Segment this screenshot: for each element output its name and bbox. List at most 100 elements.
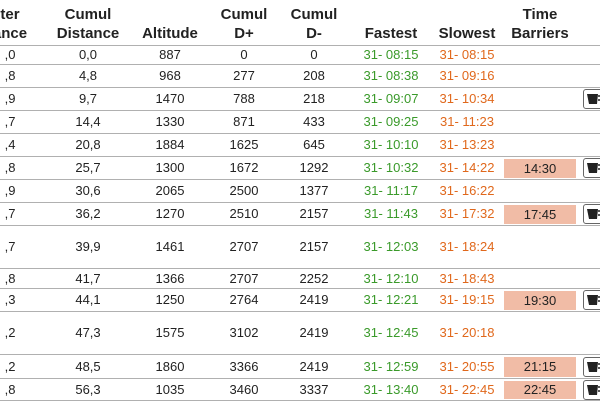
col-cumul-distance-line1: Cumul	[64, 6, 112, 23]
cup-icon[interactable]	[583, 290, 600, 310]
cup-icon[interactable]	[583, 379, 600, 400]
slowest-cell: 31- 17:32	[439, 206, 495, 221]
water-distance-cell: ,8	[4, 160, 16, 175]
cup-icon[interactable]	[583, 89, 600, 109]
cumul-dminus-cell: 645	[303, 137, 325, 152]
cumul-dplus-cell: 3460	[229, 382, 259, 397]
altitude-cell: 968	[159, 68, 181, 83]
cumul-dminus-cell: 2419	[299, 292, 329, 307]
cumul-dminus-cell: 3337	[299, 382, 329, 397]
cumul-distance-cell: 48,5	[75, 359, 101, 374]
slowest-cell: 31- 16:22	[439, 183, 495, 198]
table-row: ,8 25,7 1300 1672 1292 31- 10:32 31- 14:22 14:3…	[0, 157, 600, 180]
cumul-distance-cell: 44,1	[75, 292, 101, 307]
water-distance-cell: ,7	[4, 239, 16, 254]
fastest-cell: 31- 11:17	[364, 183, 418, 198]
col-time-barriers-line2: Barriers	[511, 25, 569, 42]
cumul-dplus-cell: 0	[240, 47, 248, 62]
table-row: ,7 14,4 1330 871 433 31- 09:25 31- 11:23	[0, 111, 600, 134]
cumul-dminus-cell: 2157	[299, 239, 329, 254]
cup-icon[interactable]	[583, 356, 600, 377]
col-cumul-dminus-line2: D-	[306, 25, 322, 42]
header-divider	[0, 45, 600, 46]
cumul-distance-cell: 30,6	[75, 183, 101, 198]
cup-icon[interactable]	[583, 158, 600, 178]
cumul-distance-cell: 56,3	[75, 382, 101, 397]
cumul-dminus-cell: 218	[303, 91, 325, 106]
cumul-dplus-cell: 2764	[229, 292, 259, 307]
altitude-cell: 1035	[155, 382, 185, 397]
slowest-cell: 31- 14:22	[439, 160, 495, 175]
slowest-cell: 31- 10:34	[439, 91, 495, 106]
cumul-dminus-cell: 1377	[299, 183, 329, 198]
fastest-cell: 31- 12:10	[363, 271, 419, 286]
cumul-distance-cell: 39,9	[75, 239, 101, 254]
cumul-distance-cell: 47,3	[75, 325, 101, 340]
cumul-distance-cell: 4,8	[78, 68, 98, 83]
time-barrier-badge: 14:30	[504, 159, 576, 178]
fastest-cell: 31- 12:45	[363, 325, 419, 340]
col-water-distance-line2: ance	[0, 25, 28, 42]
col-time-barriers-line1: Time	[522, 6, 558, 23]
col-cumul-dplus-line2: D+	[234, 25, 254, 42]
altitude-cell: 1461	[155, 239, 185, 254]
table-row: ,7 39,9 1461 2707 2157 31- 12:03 31- 18:24	[0, 226, 600, 269]
cumul-dminus-cell: 2419	[299, 359, 329, 374]
table-row: ,2 48,5 1860 3366 2419 31- 12:59 31- 20:55 21:1…	[0, 355, 600, 379]
cumul-dplus-cell: 788	[233, 91, 255, 106]
col-cumul-distance-line2: Distance	[56, 25, 120, 42]
water-distance-cell: ,8	[4, 271, 16, 286]
water-distance-cell: ,8	[4, 382, 16, 397]
cumul-dplus-cell: 2707	[229, 271, 259, 286]
cumul-dminus-cell: 2252	[299, 271, 329, 286]
cumul-dplus-cell: 2707	[229, 239, 259, 254]
cup-icon[interactable]	[583, 204, 600, 224]
table-row: ,7 36,2 1270 2510 2157 31- 11:43 31- 17:32 17:4…	[0, 203, 600, 226]
slowest-cell: 31- 09:16	[439, 68, 495, 83]
fastest-cell: 31- 10:32	[363, 160, 419, 175]
cumul-dplus-cell: 2500	[229, 183, 259, 198]
fastest-cell: 31- 12:03	[363, 239, 419, 254]
col-slowest-line2: Slowest	[438, 25, 496, 42]
table-row: ,8 56,3 1035 3460 3337 31- 13:40 31- 22:45 22:4…	[0, 379, 600, 401]
water-distance-cell: ,9	[4, 91, 16, 106]
altitude-cell: 1330	[155, 114, 185, 129]
col-cumul-dplus-line1: Cumul	[220, 6, 268, 23]
col-cumul-dminus-line1: Cumul	[290, 6, 338, 23]
altitude-cell: 1470	[155, 91, 185, 106]
cumul-dplus-cell: 3102	[229, 325, 259, 340]
cumul-distance-cell: 20,8	[75, 137, 101, 152]
altitude-cell: 2065	[155, 183, 185, 198]
time-barrier-badge: 19:30	[504, 291, 576, 310]
slowest-cell: 31- 20:18	[439, 325, 495, 340]
water-distance-cell: ,4	[4, 137, 16, 152]
fastest-cell: 31- 13:40	[363, 382, 419, 397]
water-distance-cell: ,9	[4, 183, 16, 198]
fastest-cell: 31- 09:07	[363, 91, 419, 106]
altitude-cell: 1860	[155, 359, 185, 374]
water-distance-cell: ,3	[4, 292, 16, 307]
water-distance-cell: ,2	[4, 325, 16, 340]
cumul-distance-cell: 41,7	[75, 271, 101, 286]
cumul-dplus-cell: 1672	[229, 160, 259, 175]
altitude-cell: 1575	[155, 325, 185, 340]
fastest-cell: 31- 09:25	[363, 114, 419, 129]
altitude-cell: 1366	[155, 271, 185, 286]
time-barrier-badge: 21:15	[504, 357, 576, 377]
water-distance-cell: ,7	[4, 114, 16, 129]
altitude-cell: 887	[159, 47, 181, 62]
cumul-dminus-cell: 2157	[299, 206, 329, 221]
slowest-cell: 31- 22:45	[439, 382, 495, 397]
slowest-cell: 31- 13:23	[439, 137, 495, 152]
fastest-cell: 31- 11:43	[364, 206, 418, 221]
cumul-dminus-cell: 208	[303, 68, 325, 83]
slowest-cell: 31- 11:23	[440, 114, 494, 129]
cumul-dminus-cell: 1292	[299, 160, 329, 175]
altitude-cell: 1250	[155, 292, 185, 307]
col-fastest-line2: Fastest	[364, 25, 418, 42]
cumul-distance-cell: 9,7	[78, 91, 98, 106]
altitude-cell: 1270	[155, 206, 185, 221]
table-row: ,8 41,7 1366 2707 2252 31- 12:10 31- 18:43	[0, 269, 600, 289]
cumul-distance-cell: 0,0	[78, 47, 98, 62]
table-row: ,0 0,0 887 0 0 31- 08:15 31- 08:15	[0, 46, 600, 65]
